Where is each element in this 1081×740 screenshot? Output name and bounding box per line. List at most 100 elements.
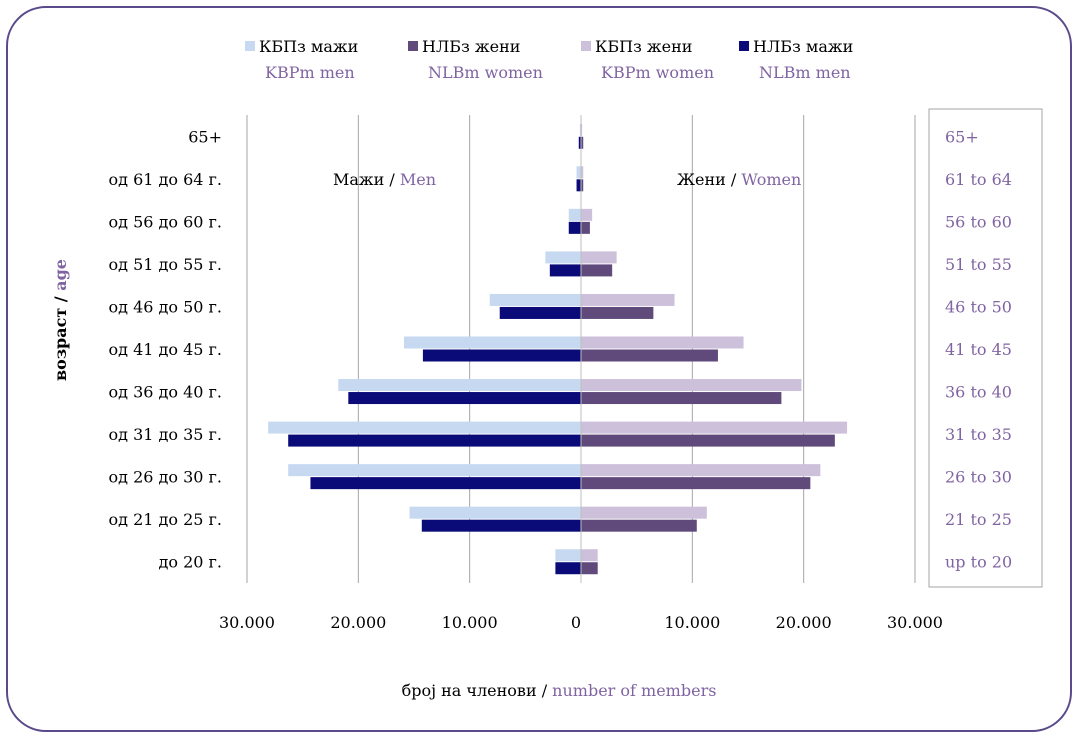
bar-women-0-0 bbox=[581, 549, 598, 562]
bar-men-1-7 bbox=[549, 264, 581, 277]
category-label: до 20 г. bbox=[159, 553, 222, 572]
category-label-en: 21 to 25 bbox=[945, 510, 1012, 529]
legend-label-en-3: NLBm men bbox=[759, 63, 851, 82]
bar-men-1-6 bbox=[499, 306, 581, 319]
bar-women-1-2 bbox=[581, 477, 811, 490]
category-label: од 41 до 45 г. bbox=[109, 340, 223, 359]
english-category-box bbox=[928, 108, 1043, 588]
category-label-en: 36 to 40 bbox=[945, 383, 1012, 402]
category-label: од 31 до 35 г. bbox=[109, 425, 223, 444]
bar-women-0-2 bbox=[581, 464, 821, 477]
men-label: Мажи / Men bbox=[333, 170, 436, 189]
bar-men-1-5 bbox=[422, 349, 581, 362]
legend-label-2: КБПз жени bbox=[595, 37, 692, 56]
bar-women-0-8 bbox=[581, 208, 593, 221]
bar-women-0-1 bbox=[581, 506, 707, 519]
category-label-en: 41 to 45 bbox=[945, 340, 1012, 359]
bar-women-1-1 bbox=[581, 519, 697, 532]
bar-women-0-5 bbox=[581, 336, 744, 349]
bar-men-1-10 bbox=[578, 136, 581, 149]
bar-women-1-6 bbox=[581, 306, 654, 319]
women-label: Жени / Women bbox=[677, 170, 801, 189]
x-tick-label: 10.000 bbox=[442, 613, 498, 632]
category-label-en: 61 to 64 bbox=[945, 170, 1012, 189]
category-label: 65+ bbox=[188, 127, 222, 146]
legend-swatch-1 bbox=[408, 41, 418, 51]
category-label-en: up to 20 bbox=[945, 553, 1012, 572]
y-axis-label-en: age bbox=[51, 259, 70, 291]
bar-men-0-7 bbox=[545, 251, 581, 264]
x-tick-label: 30.000 bbox=[887, 613, 943, 632]
women-label-mk: Жени / bbox=[677, 170, 741, 189]
category-label-en: 56 to 60 bbox=[945, 212, 1012, 231]
bar-men-1-9 bbox=[576, 179, 581, 192]
x-tick-label: 20.000 bbox=[330, 613, 386, 632]
bar-women-0-10 bbox=[581, 123, 583, 136]
bar-women-1-10 bbox=[581, 136, 584, 149]
category-label-en: 65+ bbox=[945, 127, 979, 146]
y-axis-label-mk: возраст / bbox=[51, 291, 70, 381]
bar-women-0-9 bbox=[581, 166, 584, 179]
bar-women-1-3 bbox=[581, 434, 835, 447]
bar-women-0-4 bbox=[581, 379, 802, 392]
x-axis-label: број на членови / number of members bbox=[402, 681, 717, 700]
bar-women-0-6 bbox=[581, 293, 675, 306]
category-label-en: 26 to 30 bbox=[945, 468, 1012, 487]
bar-men-0-1 bbox=[409, 506, 581, 519]
x-tick-label: 0 bbox=[571, 613, 581, 632]
category-label-en: 31 to 35 bbox=[945, 425, 1012, 444]
bar-men-0-9 bbox=[576, 166, 581, 179]
bar-men-0-8 bbox=[568, 208, 581, 221]
bar-women-1-9 bbox=[581, 179, 584, 192]
bar-women-1-4 bbox=[581, 392, 782, 405]
bar-men-1-0 bbox=[555, 562, 581, 575]
bar-men-1-8 bbox=[568, 221, 581, 234]
bar-women-1-7 bbox=[581, 264, 613, 277]
bar-men-0-0 bbox=[555, 549, 581, 562]
category-label: од 36 до 40 г. bbox=[109, 383, 223, 402]
bar-men-1-1 bbox=[421, 519, 581, 532]
bar-women-0-3 bbox=[581, 421, 848, 434]
bar-men-1-3 bbox=[288, 434, 581, 447]
men-label-mk: Мажи / bbox=[333, 170, 400, 189]
legend-label-en-0: KBPm men bbox=[265, 63, 355, 82]
category-label: од 51 до 55 г. bbox=[109, 255, 223, 274]
category-label: од 61 до 64 г. bbox=[109, 170, 223, 189]
bar-women-1-8 bbox=[581, 221, 590, 234]
legend-swatch-0 bbox=[245, 41, 255, 51]
x-tick-label: 10.000 bbox=[664, 613, 720, 632]
men-label-en: Men bbox=[400, 170, 436, 189]
bar-women-1-0 bbox=[581, 562, 598, 575]
category-label: од 26 до 30 г. bbox=[109, 468, 223, 487]
bar-men-1-2 bbox=[310, 477, 581, 490]
bar-men-0-6 bbox=[489, 293, 581, 306]
category-label-en: 51 to 55 bbox=[945, 255, 1012, 274]
legend-label-en-2: KBPm women bbox=[601, 63, 714, 82]
y-axis-label: возраст / age bbox=[51, 259, 70, 381]
legend-swatch-3 bbox=[739, 41, 749, 51]
bar-women-0-7 bbox=[581, 251, 617, 264]
legend-label-3: НЛБз мажи bbox=[753, 37, 853, 56]
category-label: од 56 до 60 г. bbox=[109, 212, 223, 231]
bar-men-0-4 bbox=[338, 379, 581, 392]
legend-swatch-2 bbox=[581, 41, 591, 51]
chart-frame bbox=[6, 6, 1072, 732]
bar-men-0-2 bbox=[288, 464, 581, 477]
x-axis-label-mk: број на членови / bbox=[402, 681, 553, 700]
category-label: од 21 до 25 г. bbox=[109, 510, 223, 529]
bar-men-0-3 bbox=[268, 421, 581, 434]
bar-men-0-10 bbox=[579, 123, 581, 136]
x-axis-label-en: number of members bbox=[552, 681, 716, 700]
category-label-en: 46 to 50 bbox=[945, 297, 1012, 316]
legend-label-en-1: NLBm women bbox=[428, 63, 543, 82]
bar-men-1-4 bbox=[348, 392, 581, 405]
bar-men-0-5 bbox=[403, 336, 581, 349]
category-label: од 46 до 50 г. bbox=[109, 297, 223, 316]
women-label-en: Women bbox=[741, 170, 801, 189]
legend-label-1: НЛБз жени bbox=[422, 37, 520, 56]
x-tick-label: 20.000 bbox=[776, 613, 832, 632]
legend-label-0: КБПз мажи bbox=[259, 37, 358, 56]
x-tick-label: 30.000 bbox=[219, 613, 275, 632]
bar-women-1-5 bbox=[581, 349, 718, 362]
